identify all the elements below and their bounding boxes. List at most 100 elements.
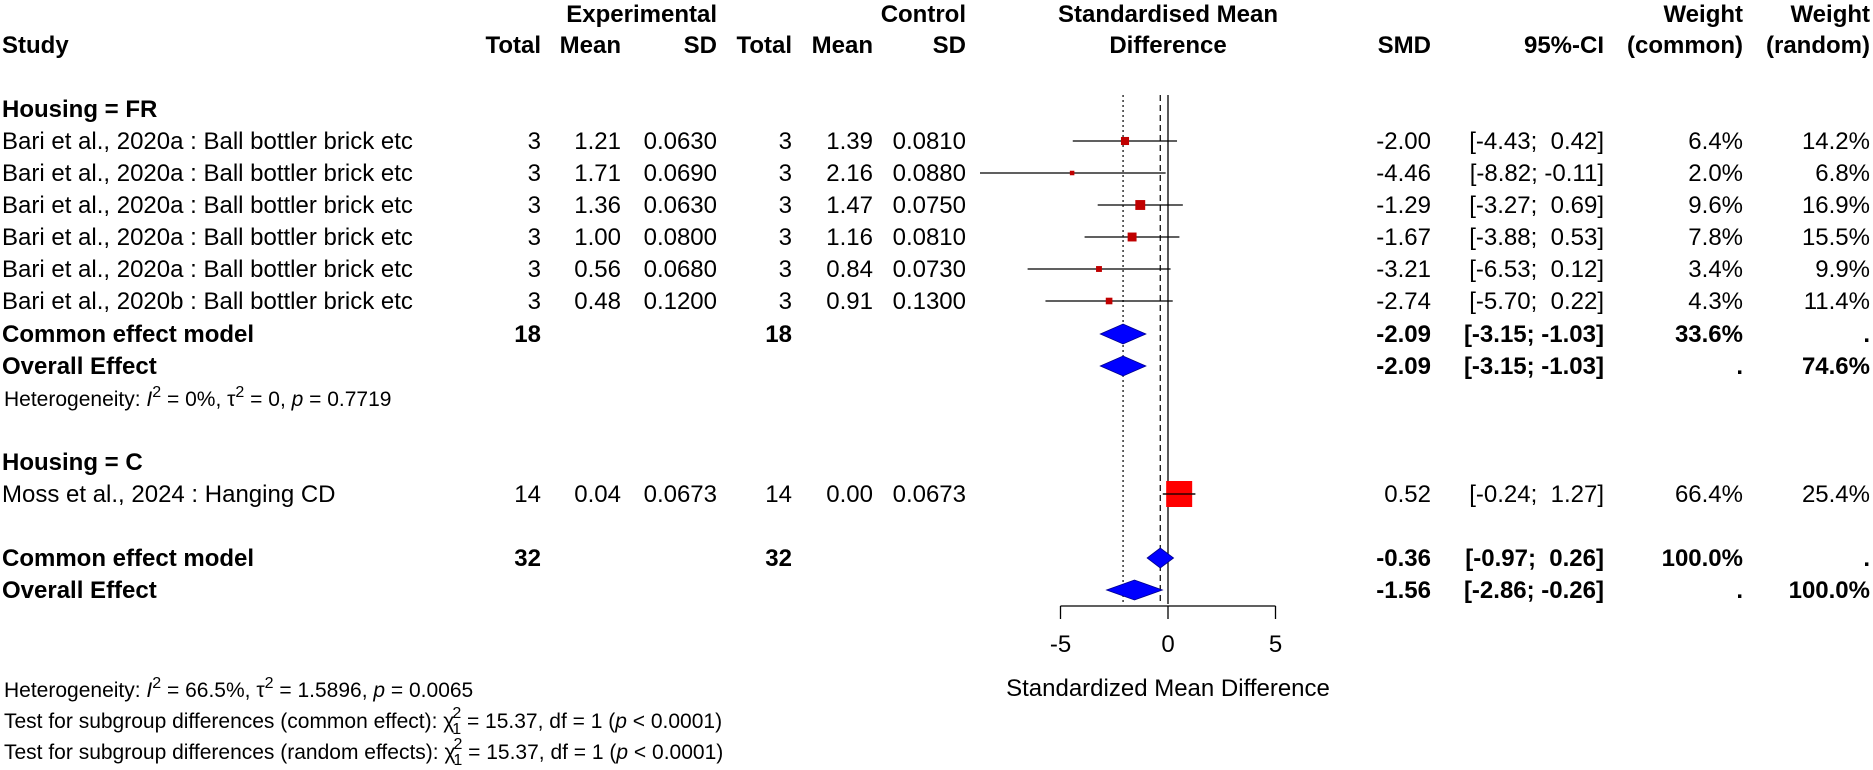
control-sd: 0.0673 xyxy=(893,481,966,508)
weight-common: 33.6% xyxy=(1675,321,1743,348)
experimental-mean: 0.04 xyxy=(574,481,621,508)
header-weight-common: Weight xyxy=(1663,1,1743,28)
control-mean: 1.47 xyxy=(826,192,873,219)
smd-value: -2.09 xyxy=(1376,321,1431,348)
experimental-total: 3 xyxy=(528,256,541,283)
header-experimental-mean: Mean xyxy=(560,32,621,59)
smd-value: -2.09 xyxy=(1376,353,1431,380)
smd-value: -1.29 xyxy=(1376,192,1431,219)
heterogeneity-fr: Heterogeneity: I2 = 0%, τ2 = 0, p = 0.77… xyxy=(4,384,391,411)
weight-common: 3.4% xyxy=(1688,256,1743,283)
control-total: 32 xyxy=(765,545,792,572)
total-rows: Common effect model 32 32 -0.36 [-0.97; … xyxy=(2,545,1870,604)
experimental-total: 3 xyxy=(528,192,541,219)
experimental-sd: 0.0690 xyxy=(644,160,717,187)
weight-random: . xyxy=(1863,545,1870,572)
control-sd: 0.0810 xyxy=(893,128,966,155)
smd-value: -3.21 xyxy=(1376,256,1431,283)
weight-random: 74.6% xyxy=(1802,353,1870,380)
experimental-sd: 0.0673 xyxy=(644,481,717,508)
study-name: Bari et al., 2020b : Ball bottler brick … xyxy=(2,288,413,315)
smd-value: -2.74 xyxy=(1376,288,1431,315)
weight-random: 11.4% xyxy=(1804,288,1870,315)
experimental-mean: 0.48 xyxy=(574,288,621,315)
common-effect-label: Common effect model xyxy=(2,545,254,572)
control-total: 3 xyxy=(779,192,792,219)
study-row: Bari et al., 2020a : Ball bottler brick … xyxy=(2,160,1870,187)
experimental-total: 18 xyxy=(514,321,541,348)
control-mean: 1.39 xyxy=(826,128,873,155)
control-mean: 0.91 xyxy=(826,288,873,315)
weight-common: . xyxy=(1736,577,1743,604)
header-experimental: Experimental xyxy=(566,1,717,28)
study-square xyxy=(1069,170,1075,176)
study-name: Moss et al., 2024 : Hanging CD xyxy=(2,481,336,508)
ci-value: [-3.27; 0.69] xyxy=(1469,192,1604,219)
experimental-sd: 0.0630 xyxy=(644,192,717,219)
subgroup-fr: Housing = FR Bari et al., 2020a : Ball b… xyxy=(2,96,1870,411)
experimental-sd: 0.0680 xyxy=(644,256,717,283)
overall-effect-label: Overall Effect xyxy=(2,577,157,604)
experimental-total: 3 xyxy=(528,160,541,187)
weight-random: 16.9% xyxy=(1802,192,1870,219)
weight-common: 7.8% xyxy=(1688,224,1743,251)
experimental-total: 3 xyxy=(528,128,541,155)
experimental-mean: 1.00 xyxy=(574,224,621,251)
control-total: 3 xyxy=(779,224,792,251)
common-effect-row: Common effect model 18 18 -2.09 [-3.15; … xyxy=(2,321,1870,348)
control-sd: 0.0750 xyxy=(893,192,966,219)
header-experimental-total: Total xyxy=(485,32,541,59)
ci-value: [-6.53; 0.12] xyxy=(1469,256,1604,283)
control-total: 14 xyxy=(765,481,792,508)
overall-effect-row: Overall Effect -2.09 [-3.15; -1.03] . 74… xyxy=(2,353,1870,380)
header-smd-title-line2: Difference xyxy=(1109,32,1226,59)
study-square xyxy=(1120,136,1130,146)
header-control-sd: SD xyxy=(933,32,966,59)
column-headers: Study Experimental Control Total Mean SD… xyxy=(2,1,1870,59)
header-weight-random-sub: (random) xyxy=(1766,32,1870,59)
control-sd: 0.1300 xyxy=(893,288,966,315)
study-row: Bari et al., 2020b : Ball bottler brick … xyxy=(2,288,1870,315)
study-row: Bari et al., 2020a : Ball bottler brick … xyxy=(2,192,1870,219)
pooled-diamond xyxy=(1099,323,1147,345)
weight-common: 2.0% xyxy=(1688,160,1743,187)
experimental-total: 3 xyxy=(528,288,541,315)
ci-value: [-2.86; -0.26] xyxy=(1464,577,1604,604)
footer-statistics: Heterogeneity: I2 = 66.5%, τ2 = 1.5896, … xyxy=(4,675,723,769)
ci-value: [-5.70; 0.22] xyxy=(1469,288,1604,315)
weight-random: 25.4% xyxy=(1802,481,1870,508)
subgroup-c: Housing = C Moss et al., 2024 : Hanging … xyxy=(2,449,1870,508)
smd-value: -4.46 xyxy=(1376,160,1431,187)
ci-value: [-3.15; -1.03] xyxy=(1464,353,1604,380)
experimental-sd: 0.0800 xyxy=(644,224,717,251)
header-control: Control xyxy=(881,1,966,28)
ci-value: [-0.24; 1.27] xyxy=(1469,481,1604,508)
study-name: Bari et al., 2020a : Ball bottler brick … xyxy=(2,128,413,155)
x-axis-tick-label: -5 xyxy=(1050,631,1071,658)
ci-value: [-4.43; 0.42] xyxy=(1469,128,1604,155)
pooled-diamond xyxy=(1146,547,1175,569)
ci-value: [-3.88; 0.53] xyxy=(1469,224,1604,251)
subgroup-label: Housing = FR xyxy=(2,96,157,123)
weight-random: 6.8% xyxy=(1815,160,1870,187)
weight-common: 66.4% xyxy=(1675,481,1743,508)
header-ci: 95%-CI xyxy=(1524,32,1604,59)
control-total: 3 xyxy=(779,256,792,283)
weight-random: 14.2% xyxy=(1802,128,1870,155)
total-common-effect-row: Common effect model 32 32 -0.36 [-0.97; … xyxy=(2,545,1870,572)
heterogeneity-overall: Heterogeneity: I2 = 66.5%, τ2 = 1.5896, … xyxy=(4,675,473,702)
control-sd: 0.0810 xyxy=(893,224,966,251)
weight-common: 100.0% xyxy=(1662,545,1743,572)
header-smd: SMD xyxy=(1378,32,1431,59)
header-control-total: Total xyxy=(736,32,792,59)
x-axis-label: Standardized Mean Difference xyxy=(1006,675,1330,702)
header-control-mean: Mean xyxy=(812,32,873,59)
study-name: Bari et al., 2020a : Ball bottler brick … xyxy=(2,224,413,251)
smd-value: -0.36 xyxy=(1376,545,1431,572)
weight-common: 9.6% xyxy=(1688,192,1743,219)
ci-value: [-0.97; 0.26] xyxy=(1465,545,1604,572)
control-mean: 0.84 xyxy=(826,256,873,283)
x-axis-tick-label: 0 xyxy=(1161,631,1174,658)
weight-common: . xyxy=(1736,353,1743,380)
